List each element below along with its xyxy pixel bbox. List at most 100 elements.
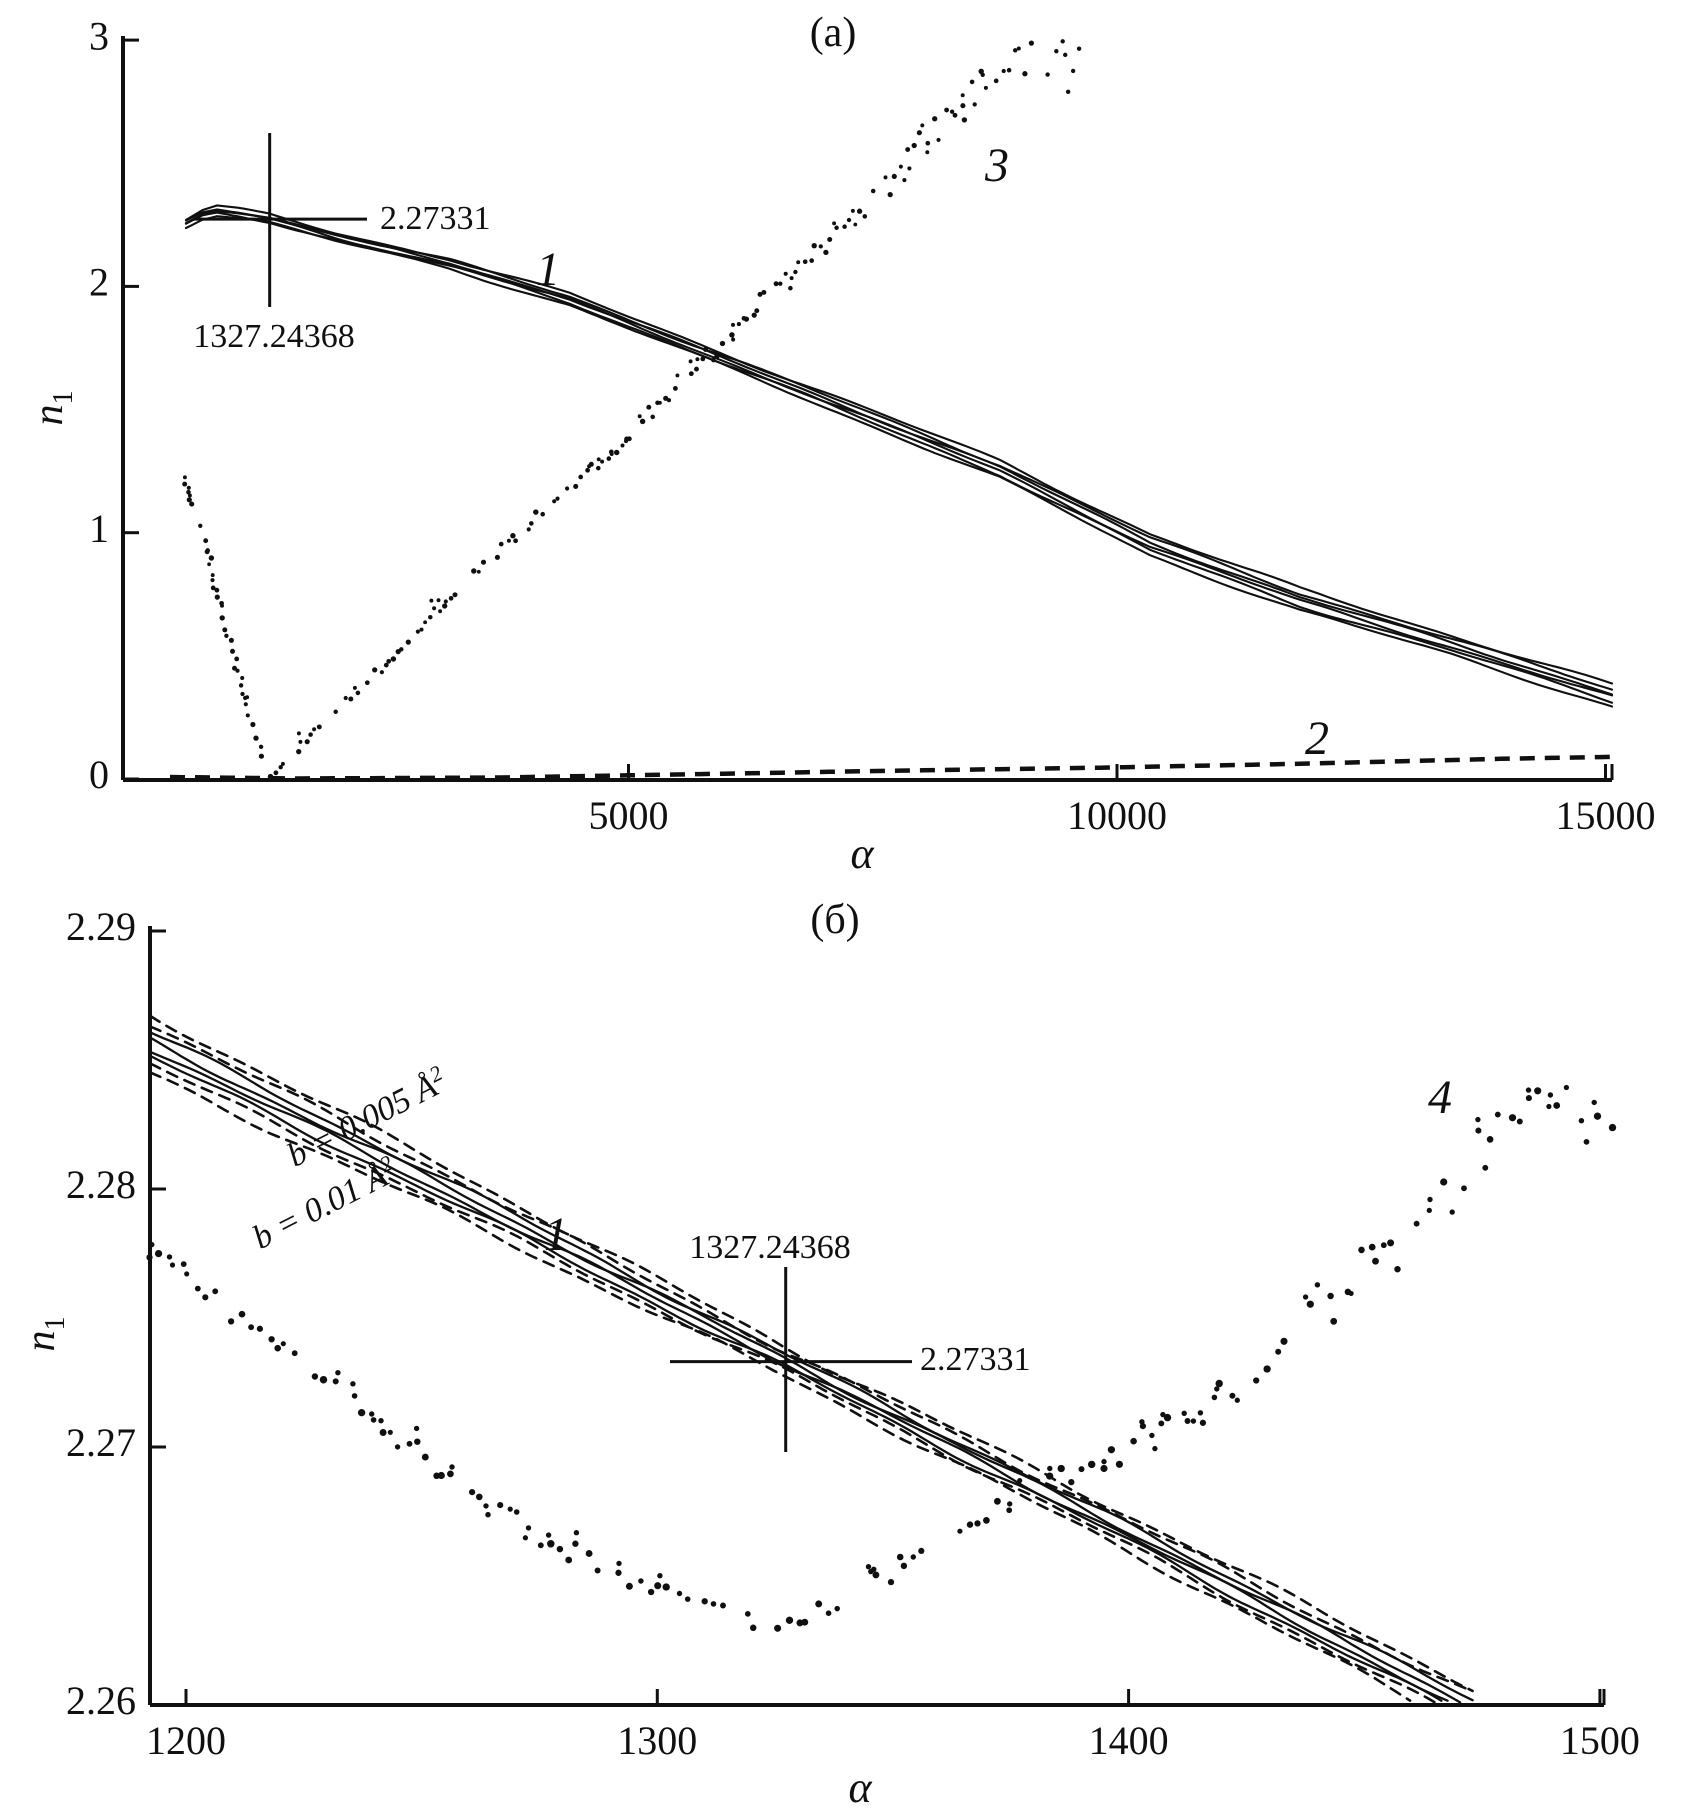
scatter-dot: [827, 236, 833, 243]
band-strand: [149, 1031, 1474, 1702]
scatter-dot: [238, 1310, 246, 1318]
scatter-dot: [1100, 1464, 1108, 1473]
scatter-dot: [525, 1525, 532, 1531]
scatter-dot: [637, 414, 642, 419]
scatter-dot: [606, 456, 612, 461]
scatter-dot: [274, 1344, 281, 1352]
y-tick-label: 3: [89, 13, 109, 58]
y-tick-label: 2.28: [66, 1162, 136, 1207]
scatter-dot: [348, 696, 354, 702]
scatter-dot: [378, 1418, 384, 1424]
scatter-dot: [240, 675, 245, 681]
scatter-dot: [896, 1553, 904, 1561]
scatter-dot: [319, 1375, 328, 1384]
scatter-dot: [932, 116, 938, 122]
scatter-dot: [1275, 1348, 1282, 1355]
curve-label-2: 2: [1305, 712, 1329, 765]
scatter-dot: [1516, 1118, 1523, 1125]
scatter-dot: [298, 739, 303, 744]
scatter-dot: [227, 1318, 235, 1325]
scatter-dot: [494, 554, 500, 560]
curve-label-1: 1: [544, 1208, 568, 1261]
scatter-dot: [743, 316, 750, 322]
series-4-dots: [146, 1084, 1617, 1632]
scatter-dot: [413, 1425, 420, 1432]
scatter-dot: [749, 1624, 757, 1632]
scatter-dot: [372, 667, 378, 673]
scatter-dot: [834, 225, 839, 231]
scatter-dot: [700, 356, 706, 362]
scatter-dot: [1006, 1507, 1013, 1514]
scatter-dot: [432, 606, 437, 611]
scatter-dot: [1306, 1300, 1314, 1308]
scatter-dot: [853, 222, 858, 227]
scatter-dot: [872, 1571, 880, 1579]
scatter-dot: [186, 489, 191, 495]
scatter-dot: [969, 79, 975, 85]
scatter-dot: [436, 598, 441, 603]
scatter-dot: [751, 312, 757, 318]
band-strand: [184, 211, 1614, 704]
scatter-dot: [399, 647, 404, 652]
curve-label-1: 1: [536, 243, 560, 296]
scatter-dot: [333, 709, 338, 715]
crosshair: 1327.24368 2.27331: [670, 1229, 1031, 1452]
scatter-dot: [972, 102, 977, 107]
scatter-dot: [370, 1417, 377, 1423]
scatter-dot: [1046, 1472, 1054, 1480]
scatter-dot: [1076, 46, 1082, 51]
scatter-dot: [552, 499, 557, 504]
scatter-dot: [773, 281, 779, 287]
scatter-dot: [657, 400, 662, 405]
series-1-band: [184, 204, 1614, 708]
x-axis-label: α: [848, 1763, 872, 1811]
scatter-dot: [1088, 1460, 1096, 1469]
scatter-dot: [754, 308, 760, 314]
x-tick-label: 1300: [617, 1718, 697, 1763]
scatter-dot: [355, 690, 361, 696]
scatter-dot: [993, 78, 999, 84]
scatter-dot: [960, 93, 965, 98]
scatter-dot: [789, 276, 794, 281]
scatter-dot: [452, 592, 458, 598]
scatter-dot: [573, 483, 579, 489]
scatter-dot: [415, 629, 421, 634]
scatter-dot: [1060, 39, 1065, 44]
scatter-dot: [296, 748, 302, 755]
scatter-dot: [449, 1464, 455, 1470]
scatter-dot: [556, 1545, 564, 1553]
scatter-dot: [540, 511, 545, 517]
scatter-dot: [1197, 1410, 1204, 1416]
scatter-dot: [194, 1285, 201, 1292]
scatter-dot: [304, 739, 310, 745]
scatter-dot: [1139, 1419, 1145, 1425]
scatter-dot: [710, 1601, 717, 1607]
scatter-dot: [1214, 1386, 1220, 1392]
scatter-dot: [468, 1488, 476, 1496]
scatter-dot: [1280, 1337, 1288, 1345]
scatter-dot: [146, 1254, 153, 1261]
scatter-dot: [620, 443, 625, 448]
scatter-dot: [1482, 1164, 1489, 1171]
scatter-dot: [1047, 1465, 1053, 1472]
scatter-dot: [405, 639, 411, 645]
scatter-dot: [291, 1350, 298, 1357]
scatter-dot: [296, 731, 301, 736]
crosshair-x-value-label: 1327.24368: [193, 318, 355, 355]
scatter-dot: [701, 1598, 708, 1605]
scatter-dot: [351, 1393, 358, 1399]
scatter-dot: [1440, 1178, 1448, 1186]
scatter-dot: [186, 485, 191, 490]
scatter-dot: [615, 1569, 622, 1576]
scatter-dot: [182, 481, 188, 487]
scatter-dot: [406, 1440, 413, 1447]
scatter-dot: [774, 1624, 782, 1632]
scatter-dot: [613, 449, 620, 456]
scatter-dot: [974, 1520, 981, 1527]
scatter-dot: [219, 615, 225, 621]
scatter-dot: [528, 521, 534, 526]
scatter-dot: [278, 765, 283, 770]
scatter-dot: [983, 1517, 990, 1524]
scatter-dot: [1107, 1446, 1116, 1454]
scatter-dot: [387, 1429, 393, 1435]
